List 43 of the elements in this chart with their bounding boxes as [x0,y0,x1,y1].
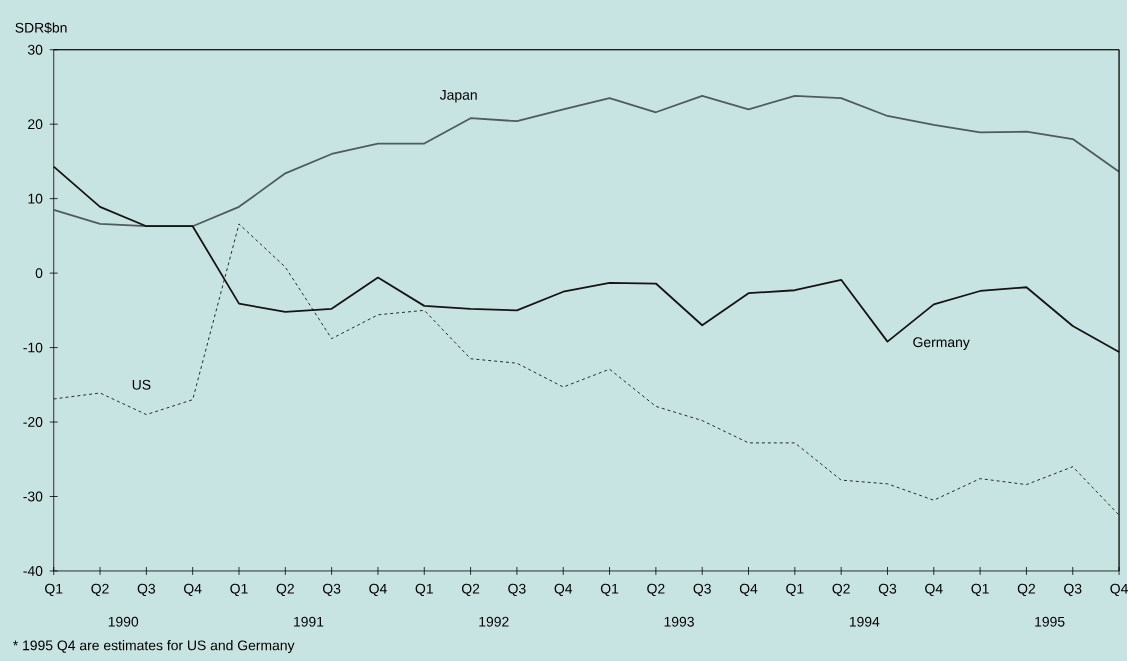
x-tick-label: Q1 [600,583,619,596]
x-tick-label: Q1 [230,583,248,596]
x-tick-label: Q4 [1110,583,1128,596]
x-tick-label: Q2 [647,583,665,596]
x-tick-label: Q4 [184,583,202,596]
y-tick-label: 10 [28,193,43,204]
x-tick-label: Q2 [276,583,294,596]
y-axis-title: SDR$bn [15,21,67,34]
x-tick-label: Q2 [461,583,480,596]
x-tick-label: Q3 [508,583,526,596]
y-tick-label: -10 [23,342,43,353]
y-tick-label: -40 [23,565,43,576]
x-tick-label: Q2 [1017,583,1036,596]
y-tick-label: -30 [23,491,43,502]
x-tick-label: Q1 [415,583,433,596]
text: 1992 [479,616,509,627]
text: 1993 [664,616,694,627]
y-tick-label: 0 [35,267,43,278]
text: 1990 [108,616,139,627]
x-tick-label: Q4 [369,583,387,596]
x-tick-label: Q4 [554,583,573,596]
x-tick-label: Q4 [925,583,943,596]
x-tick-label: Q3 [693,583,711,596]
y-tick-label: 20 [28,119,43,129]
y-tick-label: 30 [27,44,43,55]
series-label: Japan [439,89,477,103]
text: * 1995 Q4 are estimates for US and Germany [13,639,295,653]
y-tick-label: -20 [23,416,43,427]
x-tick-label: Q3 [878,583,897,596]
x-tick-label: Q4 [739,583,758,596]
text: 1991 [294,616,324,627]
x-tick-label: Q2 [91,583,109,596]
x-tick-label: Q3 [1064,583,1082,596]
text: 1995 [1035,616,1065,627]
text: 1994 [849,616,880,627]
series-label: US [132,379,151,390]
x-tick-label: Q3 [137,583,156,596]
series-label: Germany [913,337,970,350]
x-tick-label: Q1 [786,583,804,596]
x-tick-label: Q1 [971,583,989,596]
x-tick-label: Q2 [832,583,850,596]
x-tick-label: Q3 [323,583,341,596]
x-tick-label: Q1 [45,583,63,596]
